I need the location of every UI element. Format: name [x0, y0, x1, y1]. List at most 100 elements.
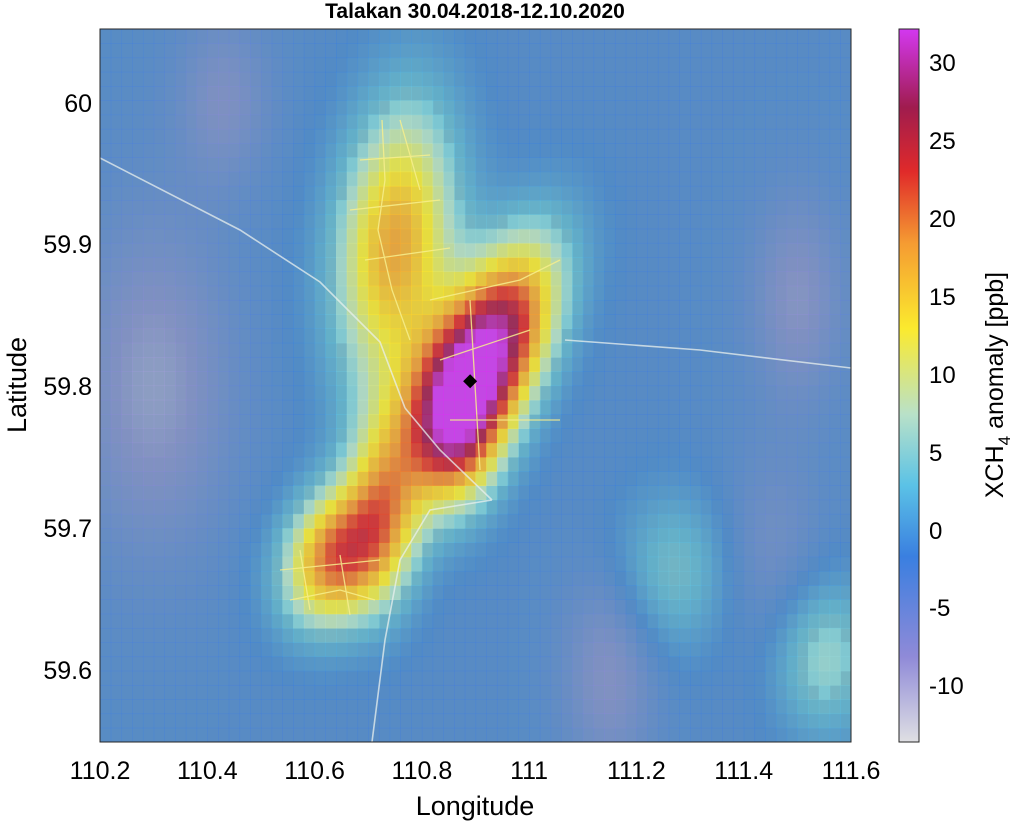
- heatmap-cell: [625, 157, 638, 173]
- heatmap-cell: [518, 428, 530, 444]
- heatmap-cell: [486, 100, 498, 116]
- heatmap-cell: [732, 727, 745, 742]
- heatmap-cell: [282, 86, 294, 101]
- heatmap-cell: [840, 214, 851, 230]
- heatmap-cell: [325, 157, 337, 173]
- heatmap-cell: [346, 299, 359, 315]
- heatmap-cell: [636, 299, 648, 315]
- heatmap-cell: [196, 570, 208, 586]
- heatmap-cell: [550, 414, 562, 429]
- heatmap-cell: [325, 727, 337, 742]
- heatmap-cell: [550, 171, 562, 187]
- heatmap-cell: [260, 185, 273, 201]
- heatmap-cell: [314, 214, 326, 230]
- heatmap-cell: [132, 214, 144, 230]
- heatmap-cell: [765, 86, 777, 101]
- heatmap-cell: [808, 185, 820, 201]
- heatmap-cell: [808, 713, 820, 729]
- heatmap-cell: [754, 570, 766, 586]
- heatmap-cell: [378, 100, 391, 116]
- heatmap-cell: [754, 200, 766, 215]
- heatmap-cell: [851, 271, 862, 286]
- heatmap-cell: [775, 613, 788, 629]
- heatmap-cell: [732, 642, 745, 658]
- heatmap-cell: [840, 442, 851, 458]
- heatmap-cell: [722, 613, 734, 629]
- heatmap-cell: [153, 713, 165, 729]
- heatmap-cell: [411, 100, 423, 116]
- heatmap-cell: [443, 157, 455, 173]
- heatmap-cell: [647, 143, 659, 158]
- heatmap-cell: [829, 513, 841, 529]
- heatmap-cell: [142, 29, 155, 30]
- heatmap-cell: [164, 542, 176, 558]
- heatmap-cell: [411, 157, 423, 173]
- plot-area: [100, 29, 862, 742]
- heatmap-cell: [282, 513, 294, 529]
- heatmap-cell: [153, 128, 165, 144]
- heatmap-cell: [786, 257, 798, 273]
- heatmap-cell: [711, 528, 723, 543]
- heatmap-cell: [593, 342, 605, 358]
- heatmap-cell: [636, 185, 648, 201]
- heatmap-cell: [100, 485, 112, 501]
- heatmap-cell: [346, 442, 359, 458]
- heatmap-cell: [593, 499, 605, 515]
- heatmap-cell: [496, 71, 509, 87]
- heatmap-cell: [700, 414, 713, 429]
- heatmap-cell: [722, 128, 734, 144]
- heatmap-cell: [411, 399, 423, 415]
- heatmap-cell: [486, 257, 498, 273]
- heatmap-cell: [464, 385, 477, 401]
- heatmap-cell: [754, 114, 766, 130]
- heatmap-cell: [303, 29, 316, 44]
- heatmap-cell: [132, 185, 144, 201]
- heatmap-cell: [572, 200, 584, 215]
- heatmap-cell: [110, 57, 123, 73]
- heatmap-cell: [293, 442, 305, 458]
- heatmap-cell: [454, 699, 466, 715]
- heatmap-cell: [336, 57, 348, 73]
- heatmap-cell: [228, 471, 241, 486]
- heatmap-cell: [250, 214, 262, 230]
- heatmap-cell: [196, 642, 208, 658]
- heatmap-cell: [239, 299, 251, 315]
- heatmap-cell: [303, 171, 316, 187]
- heatmap-cell: [142, 727, 155, 742]
- heatmap-cell: [668, 442, 680, 458]
- heatmap-cell: [464, 43, 477, 59]
- heatmap-cell: [443, 428, 455, 444]
- heatmap-cell: [593, 456, 605, 472]
- heatmap-cell: [153, 642, 165, 658]
- heatmap-cell: [840, 29, 851, 30]
- heatmap-cell: [185, 356, 198, 372]
- heatmap-cell: [700, 200, 713, 215]
- heatmap-cell: [336, 43, 348, 59]
- heatmap-cell: [475, 100, 487, 116]
- heatmap-cell: [411, 456, 423, 472]
- heatmap-cell: [496, 456, 509, 472]
- heatmap-cell: [207, 727, 219, 742]
- colorbar-tick-label: 20: [929, 206, 956, 233]
- heatmap-cell: [282, 528, 294, 543]
- heatmap-cell: [142, 656, 155, 672]
- heatmap-cell: [228, 613, 241, 629]
- heatmap-cell: [818, 428, 831, 444]
- heatmap-cell: [400, 328, 412, 344]
- heatmap-cell: [196, 585, 208, 600]
- heatmap-cell: [100, 570, 112, 586]
- heatmap-cell: [336, 185, 348, 201]
- heatmap-cell: [100, 556, 112, 572]
- heatmap-cell: [400, 656, 412, 672]
- heatmap-cell: [132, 670, 144, 686]
- heatmap-cell: [561, 684, 573, 700]
- heatmap-cell: [486, 285, 498, 301]
- heatmap-cell: [775, 86, 788, 101]
- heatmap-cell: [142, 456, 155, 472]
- heatmap-cell: [582, 528, 595, 543]
- heatmap-cell: [657, 456, 670, 472]
- heatmap-cell: [507, 499, 520, 515]
- heatmap-cell: [142, 100, 155, 116]
- heatmap-cell: [657, 100, 670, 116]
- heatmap-cell: [539, 128, 552, 144]
